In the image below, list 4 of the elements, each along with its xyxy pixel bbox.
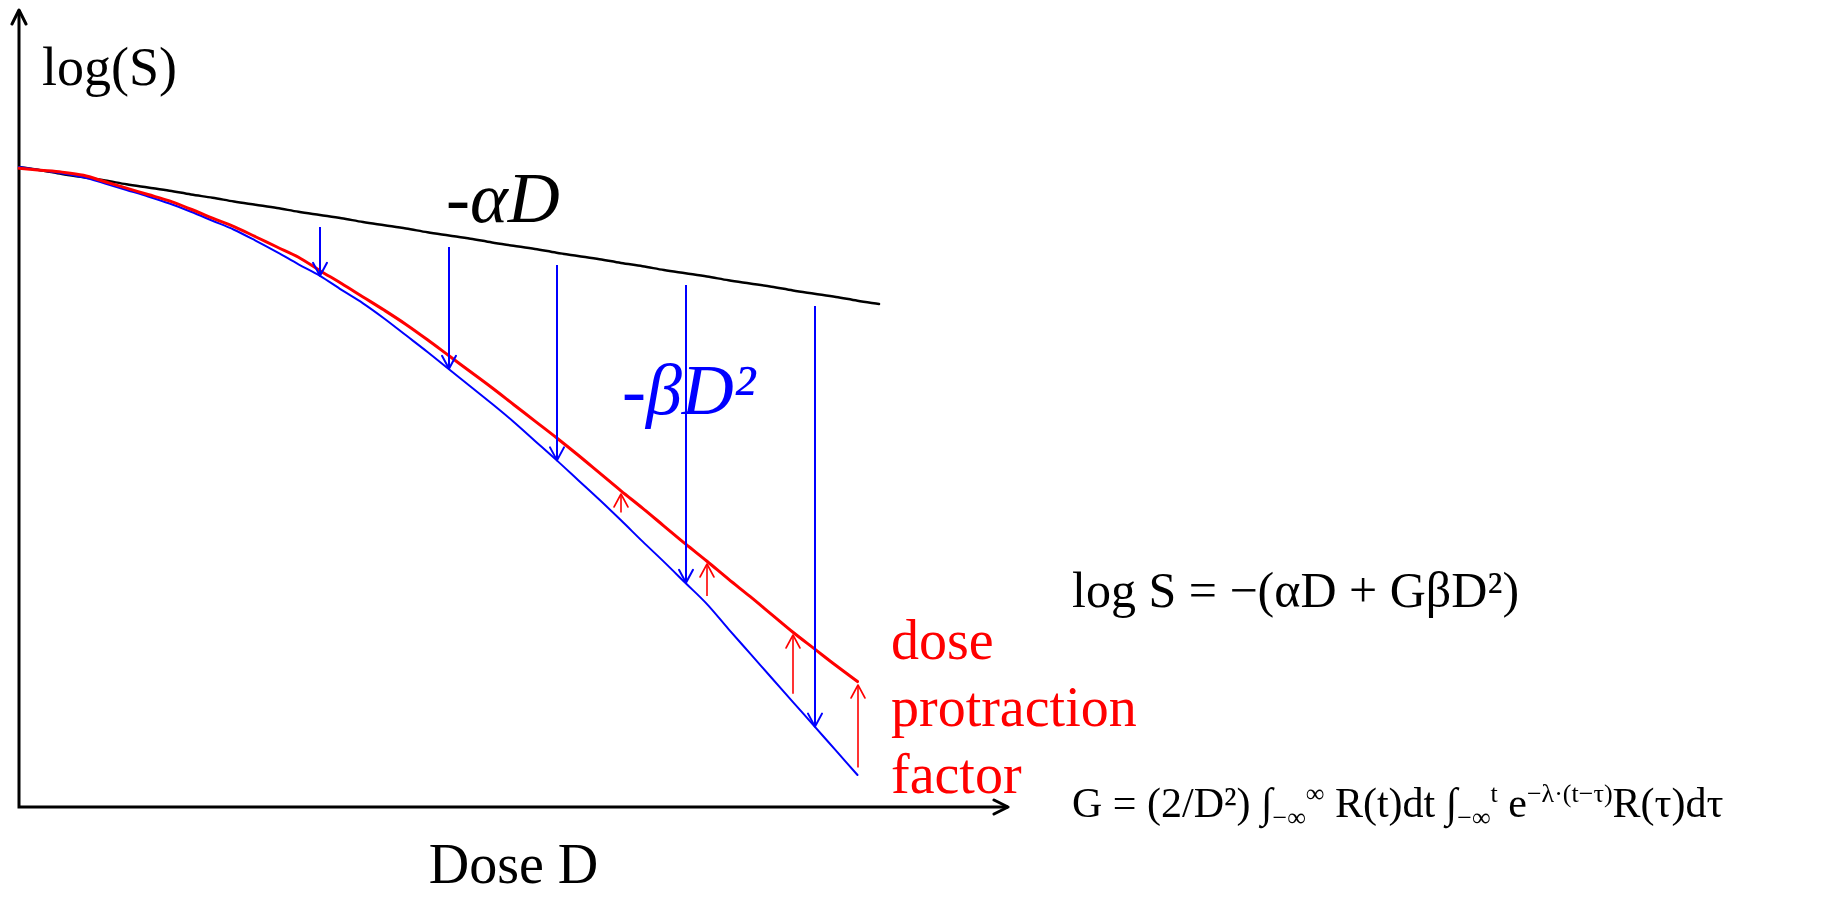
x-axis-title: Dose D [428, 833, 599, 896]
annotation: -αD [446, 157, 560, 238]
y-axis-title: log(S) [42, 36, 177, 97]
text: log S = −(αD + GβD²) [1072, 562, 1520, 619]
